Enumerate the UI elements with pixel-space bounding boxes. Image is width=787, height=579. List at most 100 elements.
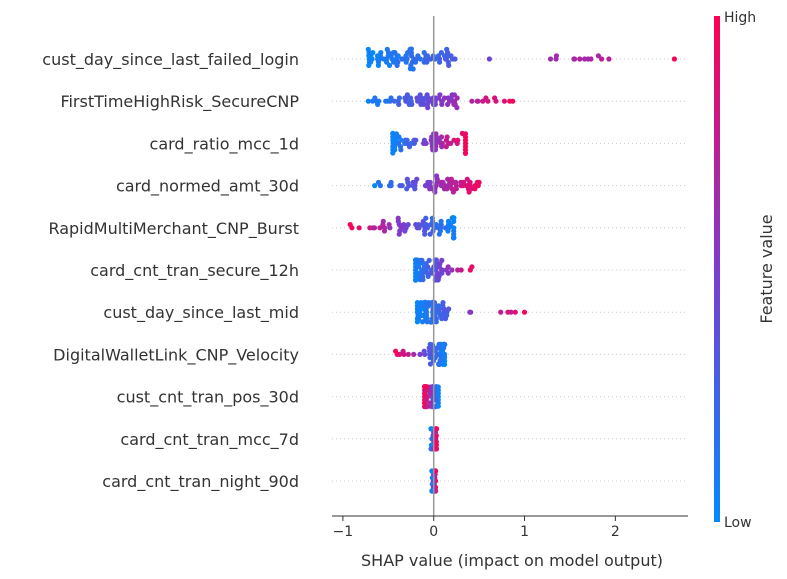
shap-point <box>438 218 444 224</box>
shap-point <box>472 186 478 192</box>
shap-point <box>433 131 439 137</box>
shap-point <box>393 348 399 354</box>
shap-point <box>469 264 475 270</box>
shap-point <box>404 186 410 192</box>
shap-point <box>407 95 414 101</box>
shap-point <box>422 299 428 305</box>
shap-point <box>390 50 396 56</box>
shap-point <box>442 341 448 347</box>
shap-point <box>455 137 461 143</box>
shap-point <box>385 98 391 104</box>
shap-point <box>424 59 430 65</box>
shap-point <box>451 235 457 241</box>
shap-point <box>396 101 402 107</box>
shap-point <box>512 309 518 315</box>
shap-point <box>367 225 373 231</box>
shap-point <box>435 384 441 390</box>
shap-point <box>386 62 393 68</box>
shap-point <box>375 62 381 68</box>
shap-point <box>480 98 486 104</box>
shap-point <box>413 277 419 283</box>
shap-point <box>436 231 442 237</box>
shap-point <box>445 264 451 270</box>
shap-point <box>423 215 429 221</box>
shap-point <box>421 348 427 354</box>
shap-point <box>408 46 414 52</box>
shap-point <box>418 300 424 306</box>
shap-point <box>427 341 433 347</box>
shap-point <box>448 176 454 182</box>
shap-point <box>395 215 401 221</box>
shap-point <box>391 98 398 104</box>
shap-point <box>443 144 449 150</box>
shap-point <box>401 222 407 228</box>
shap-point <box>441 186 447 192</box>
shap-point <box>372 183 378 189</box>
shap-point <box>445 176 451 182</box>
shap-point <box>434 173 440 179</box>
shap-point <box>400 56 406 62</box>
shap-point <box>468 309 474 315</box>
shap-point <box>428 319 434 325</box>
shap-point <box>414 257 420 263</box>
shap-point <box>416 222 422 228</box>
shap-point <box>414 300 420 306</box>
shap-point <box>441 95 448 101</box>
shap-point <box>403 59 409 65</box>
shap-point <box>423 397 429 403</box>
shap-point <box>439 257 445 263</box>
shap-point <box>427 355 433 361</box>
shap-point <box>441 53 448 59</box>
feature-label: card_cnt_tran_night_90d <box>102 472 299 492</box>
shap-point <box>394 62 400 68</box>
shap-point <box>451 137 457 143</box>
shap-point <box>414 176 420 182</box>
shap-point <box>424 319 430 325</box>
shap-point <box>446 62 452 68</box>
feature-label: card_ratio_mcc_1d <box>150 134 299 154</box>
feature-label: DigitalWalletLink_CNP_Velocity <box>53 345 299 365</box>
shap-point <box>419 319 426 325</box>
shap-point <box>435 403 441 409</box>
shap-point <box>369 98 376 104</box>
shap-point <box>438 50 444 56</box>
shap-point <box>405 351 411 357</box>
shap-point <box>388 95 394 101</box>
shap-point <box>547 56 554 62</box>
shap-point <box>451 215 457 221</box>
shap-point <box>402 228 408 234</box>
shap-point <box>398 147 404 153</box>
shap-point <box>417 56 423 62</box>
shap-point <box>445 101 451 107</box>
x-tick-label: 2 <box>611 524 620 540</box>
shap-point <box>410 179 416 185</box>
shap-point <box>410 66 416 72</box>
colorbar-low-label: Low <box>724 515 752 531</box>
shap-point <box>467 179 473 185</box>
shap-point <box>433 446 439 452</box>
shap-point <box>404 137 410 143</box>
colorbar-gradient <box>714 16 720 522</box>
shap-point <box>476 179 482 185</box>
shap-point <box>411 137 417 143</box>
shap-point <box>423 140 429 146</box>
shap-point <box>450 189 456 195</box>
shap-point <box>380 218 386 224</box>
shap-point <box>417 351 423 357</box>
shap-point <box>374 53 381 59</box>
shap-point <box>437 92 443 98</box>
feature-rows: cust_day_since_last_failed_login FirstTim… <box>42 50 688 492</box>
shap-point <box>460 179 467 185</box>
shap-point <box>396 95 402 101</box>
shap-point <box>442 225 448 231</box>
shap-point <box>402 95 408 101</box>
shap-point <box>425 105 431 111</box>
shap-point <box>436 361 442 367</box>
shap-point <box>427 361 433 367</box>
shap-point <box>599 56 605 62</box>
shap-point <box>671 56 678 62</box>
shap-point <box>384 46 390 53</box>
shap-point <box>486 56 492 62</box>
shap-point <box>399 183 405 189</box>
